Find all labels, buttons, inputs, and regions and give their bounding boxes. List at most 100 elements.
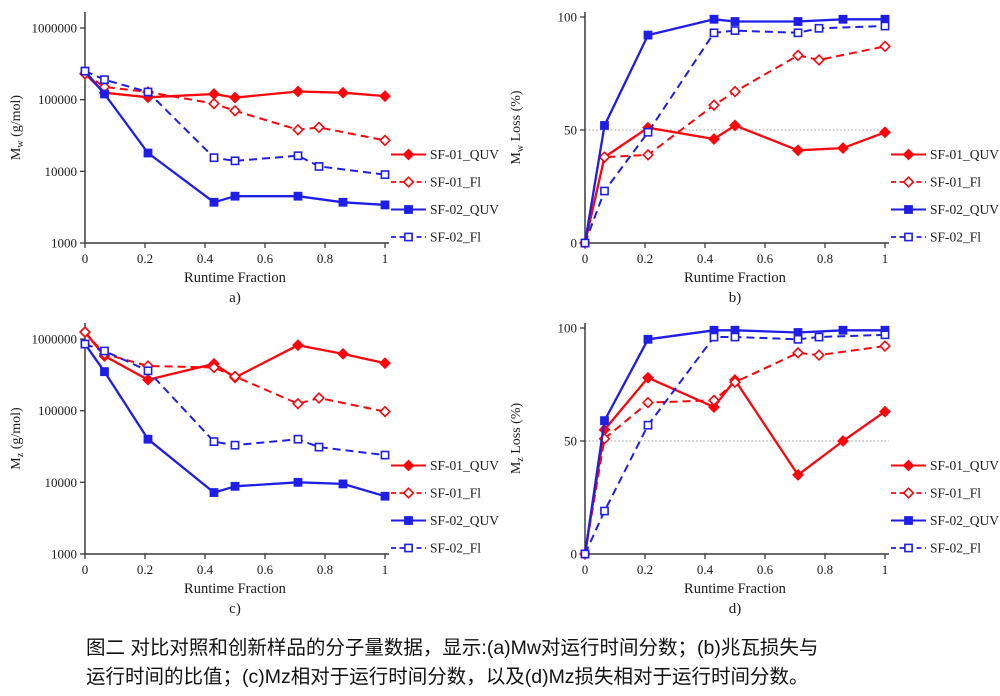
panel-sublabel: c): [229, 601, 241, 617]
x-tick-label: 0.8: [817, 562, 833, 577]
series-marker-SF-01_Fl: [292, 397, 304, 410]
series-marker-SF-01_QUV: [837, 142, 849, 155]
series-marker-SF-01_QUV: [142, 373, 154, 386]
series-marker-SF-01_QUV: [292, 339, 304, 352]
series-marker-SF-01_QUV: [208, 88, 220, 100]
x-tick-label: 0.6: [257, 251, 274, 266]
series-marker-SF-01_Fl: [313, 121, 325, 134]
y-tick-label: 1000000: [32, 332, 78, 347]
series-marker-SF-01_QUV: [708, 133, 720, 145]
series-marker-SF-02_Fl: [230, 156, 240, 166]
series-marker-SF-02_Fl: [880, 330, 890, 340]
series-marker-SF-01_Fl: [729, 85, 741, 98]
legend-marker-SF-02_Fl: [404, 232, 413, 242]
y-tick-label: 100000: [38, 92, 77, 107]
series-marker-SF-02_Fl: [380, 170, 390, 180]
y-tick-label: 1000: [51, 236, 77, 251]
x-axis-title: Runtime Fraction: [184, 581, 287, 597]
series-marker-SF-02_Fl: [643, 127, 653, 137]
series-marker-SF-02_QUV: [293, 191, 303, 201]
legend-label-SF-01_QUV: SF-01_QUV: [930, 147, 999, 162]
series-marker-SF-02_Fl: [730, 332, 740, 342]
series-marker-SF-01_Fl: [229, 370, 241, 383]
series-marker-SF-02_Fl: [709, 28, 719, 38]
legend-marker-SF-01_QUV: [402, 459, 415, 472]
series-marker-SF-01_QUV: [879, 405, 891, 418]
series-marker-SF-02_QUV: [793, 17, 803, 26]
series-marker-SF-02_Fl: [314, 162, 324, 171]
series-marker-SF-02_QUV: [209, 197, 219, 207]
y-axis-title: Mz Loss (%): [509, 402, 526, 474]
series-marker-SF-02_QUV: [380, 200, 390, 210]
series-marker-SF-02_Fl: [709, 332, 719, 342]
legend-marker-SF-01_QUV: [902, 148, 915, 161]
legend-marker-SF-02_Fl: [404, 543, 413, 553]
chart-b-mw-loss-vs-runtime: 0 50 100 0 0.2 0.4 0.6 0.8 1 Runtime Fraction b) Mw…: [509, 10, 999, 307]
series-line-SF-02_QUV: [583, 329, 885, 555]
x-axis-title: Runtime Fraction: [184, 270, 287, 286]
chart-panel-a: 1000 10000 100000 1000000 0 0.2 0.4 0.6 0.8 1 Runt…: [0, 0, 500, 311]
series-marker-SF-02_QUV: [230, 191, 240, 201]
chart-a-mw-vs-runtime: 1000 10000 100000 1000000 0 0.2 0.4 0.6 0.8 1 Runt…: [9, 12, 499, 306]
y-axis-title: Mz (g/mol): [9, 407, 26, 470]
series-marker-SF-02_Fl: [143, 87, 153, 97]
series-marker-SF-02_QUV: [209, 488, 219, 497]
caption-line-1: 图二 对比对照和创新样品的分子量数据，显示:(a)Mw对运行时间分数；(b)兆瓦…: [86, 637, 819, 659]
series-marker-SF-01_Fl: [708, 99, 720, 112]
series-marker-SF-02_Fl: [209, 437, 219, 447]
series-line-SF-02_QUV: [84, 343, 386, 498]
legend-marker-SF-02_Fl: [904, 543, 913, 553]
x-tick-label: 0.2: [637, 251, 653, 266]
legend-label-SF-01_Fl: SF-01_Fl: [930, 175, 981, 190]
x-tick-label: 0.4: [197, 562, 214, 577]
legend-marker-SF-02_QUV: [404, 205, 413, 214]
panel-sublabel: d): [729, 601, 742, 617]
series-marker-SF-02_QUV: [380, 491, 390, 501]
series-marker-SF-01_Fl: [598, 151, 611, 164]
legend-label-SF-01_QUV: SF-01_QUV: [430, 458, 499, 473]
series-marker-SF-02_QUV: [143, 434, 153, 444]
legend-label-SF-02_Fl: SF-02_Fl: [430, 230, 481, 245]
series-marker-SF-02_Fl: [643, 420, 653, 430]
legend-label-SF-01_QUV: SF-01_QUV: [930, 458, 999, 473]
x-tick-label: 1: [882, 562, 889, 577]
series-marker-SF-01_Fl: [729, 376, 741, 389]
series-marker-SF-01_Fl: [642, 148, 654, 161]
legend-label-SF-02_QUV: SF-02_QUV: [430, 513, 499, 528]
series-marker-SF-02_Fl: [580, 549, 590, 559]
series-marker-SF-02_Fl: [293, 151, 303, 161]
series-marker-SF-01_Fl: [813, 54, 825, 66]
series-marker-SF-01_QUV: [837, 435, 849, 447]
series-marker-SF-02_Fl: [814, 332, 824, 342]
series-marker-SF-02_QUV: [600, 121, 609, 130]
y-tick-label: 0: [571, 236, 578, 251]
series-marker-SF-02_QUV: [730, 17, 740, 26]
series-line-SF-01_QUV: [583, 124, 886, 244]
legend-marker-SF-02_QUV: [404, 516, 413, 525]
legend-label-SF-02_QUV: SF-02_QUV: [930, 513, 999, 528]
series-line-SF-01_Fl: [584, 45, 886, 244]
series-marker-SF-01_Fl: [879, 40, 891, 53]
legend-label-SF-02_Fl: SF-02_Fl: [430, 541, 481, 556]
series-marker-SF-02_Fl: [293, 434, 303, 444]
series-marker-SF-02_Fl: [314, 442, 324, 452]
series-marker-SF-02_Fl: [80, 339, 90, 349]
chart-panel-c: 1000 10000 100000 1000000 0 0.2 0.4 0.6 0.8 1 Runt…: [0, 311, 500, 622]
series-marker-SF-01_Fl: [879, 340, 891, 353]
series-marker-SF-02_Fl: [80, 66, 90, 76]
x-tick-label: 1: [882, 251, 889, 266]
series-marker-SF-02_QUV: [838, 325, 848, 335]
series-marker-SF-01_QUV: [729, 119, 741, 132]
series-marker-SF-01_QUV: [379, 357, 391, 370]
chart-grid: 1000 1000 0 100000 1000000 0 0.2 0.4 0.6 0.8 1 Runt…: [0, 0, 999, 622]
x-tick-label: 0: [582, 562, 589, 577]
y-tick-label: 50: [564, 123, 577, 138]
series-marker-SF-02_QUV: [643, 30, 653, 40]
series-marker-SF-01_QUV: [708, 401, 720, 414]
x-tick-label: 0.2: [637, 562, 653, 577]
series-line-SF-02_QUV: [84, 70, 386, 207]
y-tick-label: 1000: [51, 547, 77, 562]
legend-marker-SF-02_QUV: [904, 205, 913, 214]
series-marker-SF-02_Fl: [730, 26, 740, 35]
series-marker-SF-02_QUV: [709, 14, 719, 24]
